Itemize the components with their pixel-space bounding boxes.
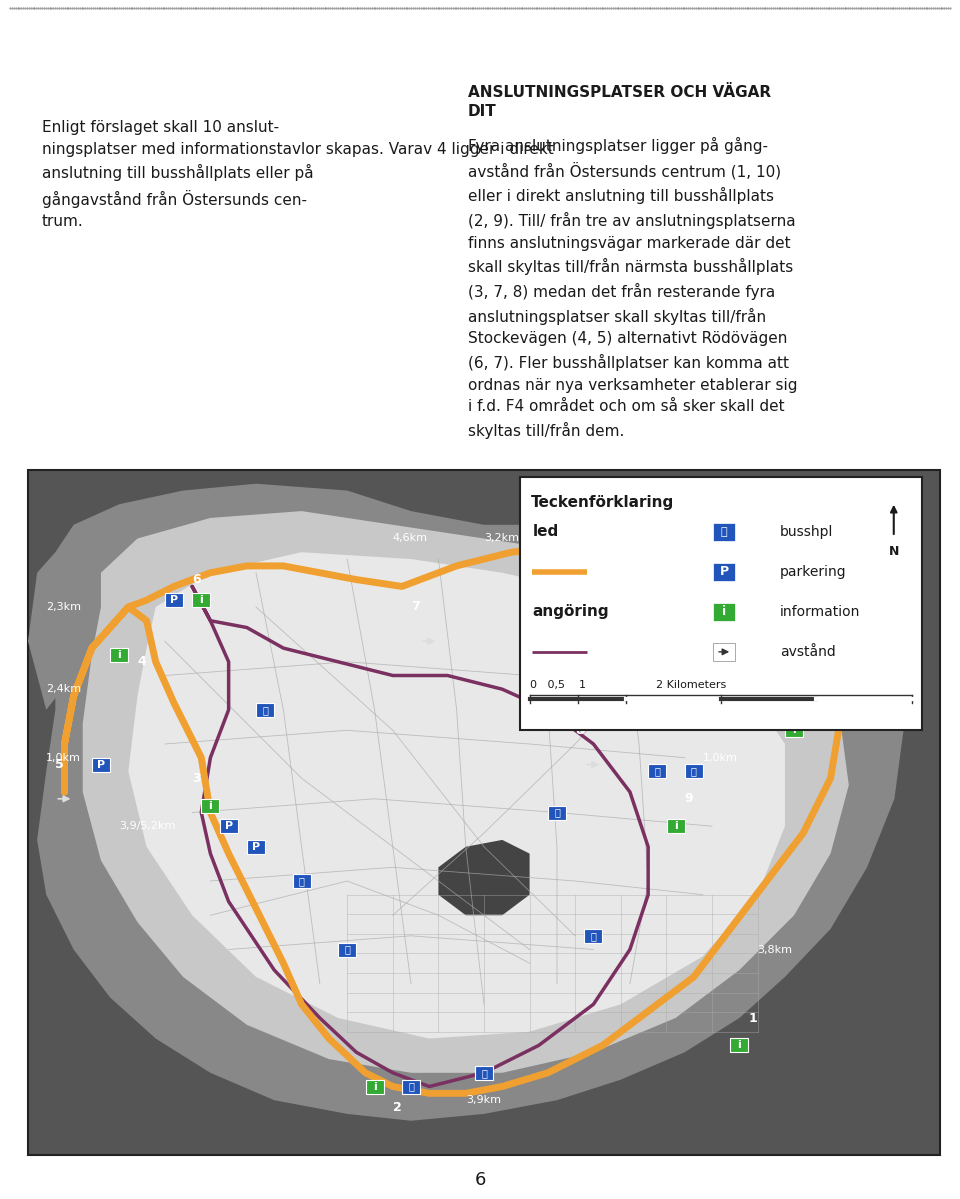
Text: i: i bbox=[737, 1041, 741, 1050]
Text: i: i bbox=[200, 595, 204, 605]
Bar bbox=[293, 874, 311, 888]
Bar bbox=[165, 594, 183, 607]
Text: 🚌: 🚌 bbox=[481, 1068, 487, 1078]
Bar bbox=[731, 1038, 749, 1053]
Text: 1: 1 bbox=[749, 1012, 757, 1024]
Bar bbox=[585, 929, 603, 942]
Text: avstånd: avstånd bbox=[780, 645, 836, 658]
Text: 4: 4 bbox=[137, 656, 146, 668]
Bar bbox=[785, 723, 804, 737]
Bar bbox=[548, 806, 566, 819]
Bar bbox=[247, 839, 265, 854]
Text: 🚌: 🚌 bbox=[773, 698, 779, 707]
Bar bbox=[192, 594, 210, 607]
Polygon shape bbox=[37, 483, 903, 1121]
Text: 🚌: 🚌 bbox=[691, 766, 697, 777]
Text: P: P bbox=[225, 821, 232, 831]
Text: 🚌: 🚌 bbox=[299, 876, 304, 886]
Text: i: i bbox=[722, 605, 726, 619]
Bar bbox=[475, 1066, 493, 1080]
Bar bbox=[666, 819, 684, 833]
Text: busshpl: busshpl bbox=[780, 525, 833, 538]
Text: 🚌: 🚌 bbox=[262, 705, 268, 715]
Text: 3: 3 bbox=[192, 772, 201, 785]
Bar bbox=[92, 758, 110, 771]
Text: P: P bbox=[170, 595, 178, 605]
Text: i: i bbox=[792, 725, 796, 735]
Text: 🚌: 🚌 bbox=[590, 930, 596, 941]
Bar bbox=[713, 603, 735, 621]
Text: 6: 6 bbox=[192, 573, 201, 586]
Text: 🚌: 🚌 bbox=[408, 1081, 414, 1091]
Text: i: i bbox=[208, 801, 212, 811]
Text: P: P bbox=[720, 566, 729, 578]
Text: 1,0km: 1,0km bbox=[46, 753, 81, 763]
Text: information: information bbox=[780, 604, 860, 619]
Text: Enligt förslaget skall 10 anslut-
ningsplatser med informationstavlor skapas. Va: Enligt förslaget skall 10 anslut- ningsp… bbox=[42, 120, 554, 229]
Text: Fyra anslutningsplatser ligger på gång-
avstånd från Östersunds centrum (1, 10)
: Fyra anslutningsplatser ligger på gång- … bbox=[468, 137, 798, 439]
Text: 2,3km: 2,3km bbox=[46, 602, 82, 611]
Polygon shape bbox=[439, 840, 530, 915]
Text: Teckenförklaring: Teckenförklaring bbox=[531, 495, 674, 510]
Bar bbox=[202, 799, 220, 813]
Bar bbox=[366, 1079, 384, 1093]
Text: 9: 9 bbox=[684, 793, 693, 806]
Text: 7: 7 bbox=[411, 601, 420, 614]
Polygon shape bbox=[28, 553, 74, 710]
Text: 🚌: 🚌 bbox=[554, 807, 560, 818]
Text: P: P bbox=[97, 759, 105, 770]
Text: 3,9/5,2km: 3,9/5,2km bbox=[119, 821, 176, 831]
Text: i: i bbox=[674, 821, 678, 831]
Bar bbox=[713, 523, 735, 541]
Bar bbox=[28, 470, 940, 1155]
Text: 6: 6 bbox=[474, 1171, 486, 1189]
Text: P: P bbox=[252, 842, 260, 851]
Bar bbox=[713, 643, 735, 661]
Text: 🚌: 🚌 bbox=[655, 766, 660, 777]
Text: 8: 8 bbox=[575, 724, 584, 737]
Bar bbox=[520, 477, 922, 730]
Text: 4,6km: 4,6km bbox=[393, 534, 428, 543]
Text: 🚌: 🚌 bbox=[345, 945, 350, 954]
Text: 1,0km: 1,0km bbox=[703, 753, 737, 763]
Text: 3,8km: 3,8km bbox=[757, 945, 793, 954]
Text: 0   0,5    1                    2 Kilometers: 0 0,5 1 2 Kilometers bbox=[531, 680, 727, 691]
Text: 2: 2 bbox=[393, 1101, 401, 1114]
Text: 🚌: 🚌 bbox=[721, 526, 728, 537]
Bar bbox=[402, 1079, 420, 1093]
Text: 2,4km: 2,4km bbox=[46, 685, 82, 694]
Text: ANSLUTNINGSPLATSER OCH VÄGAR
DIT: ANSLUTNINGSPLATSER OCH VÄGAR DIT bbox=[468, 85, 771, 119]
Text: parkering: parkering bbox=[780, 565, 847, 579]
Text: 5: 5 bbox=[56, 758, 64, 771]
Bar bbox=[220, 819, 238, 833]
Text: i: i bbox=[117, 650, 121, 659]
Text: led: led bbox=[533, 524, 559, 540]
Text: N: N bbox=[889, 544, 899, 558]
Text: 2,6km: 2,6km bbox=[612, 698, 647, 707]
Bar bbox=[684, 765, 703, 778]
Text: 10: 10 bbox=[785, 656, 803, 668]
Text: 3,9km: 3,9km bbox=[466, 1095, 501, 1105]
Text: 3,2km: 3,2km bbox=[484, 534, 519, 543]
Bar bbox=[767, 695, 785, 710]
Bar bbox=[256, 703, 275, 717]
Polygon shape bbox=[129, 553, 785, 1038]
Text: i: i bbox=[372, 1081, 376, 1091]
Bar bbox=[338, 942, 356, 957]
Polygon shape bbox=[83, 511, 849, 1073]
Text: angöring: angöring bbox=[533, 604, 609, 620]
Bar bbox=[648, 765, 666, 778]
Bar bbox=[713, 562, 735, 580]
Bar bbox=[110, 647, 129, 662]
